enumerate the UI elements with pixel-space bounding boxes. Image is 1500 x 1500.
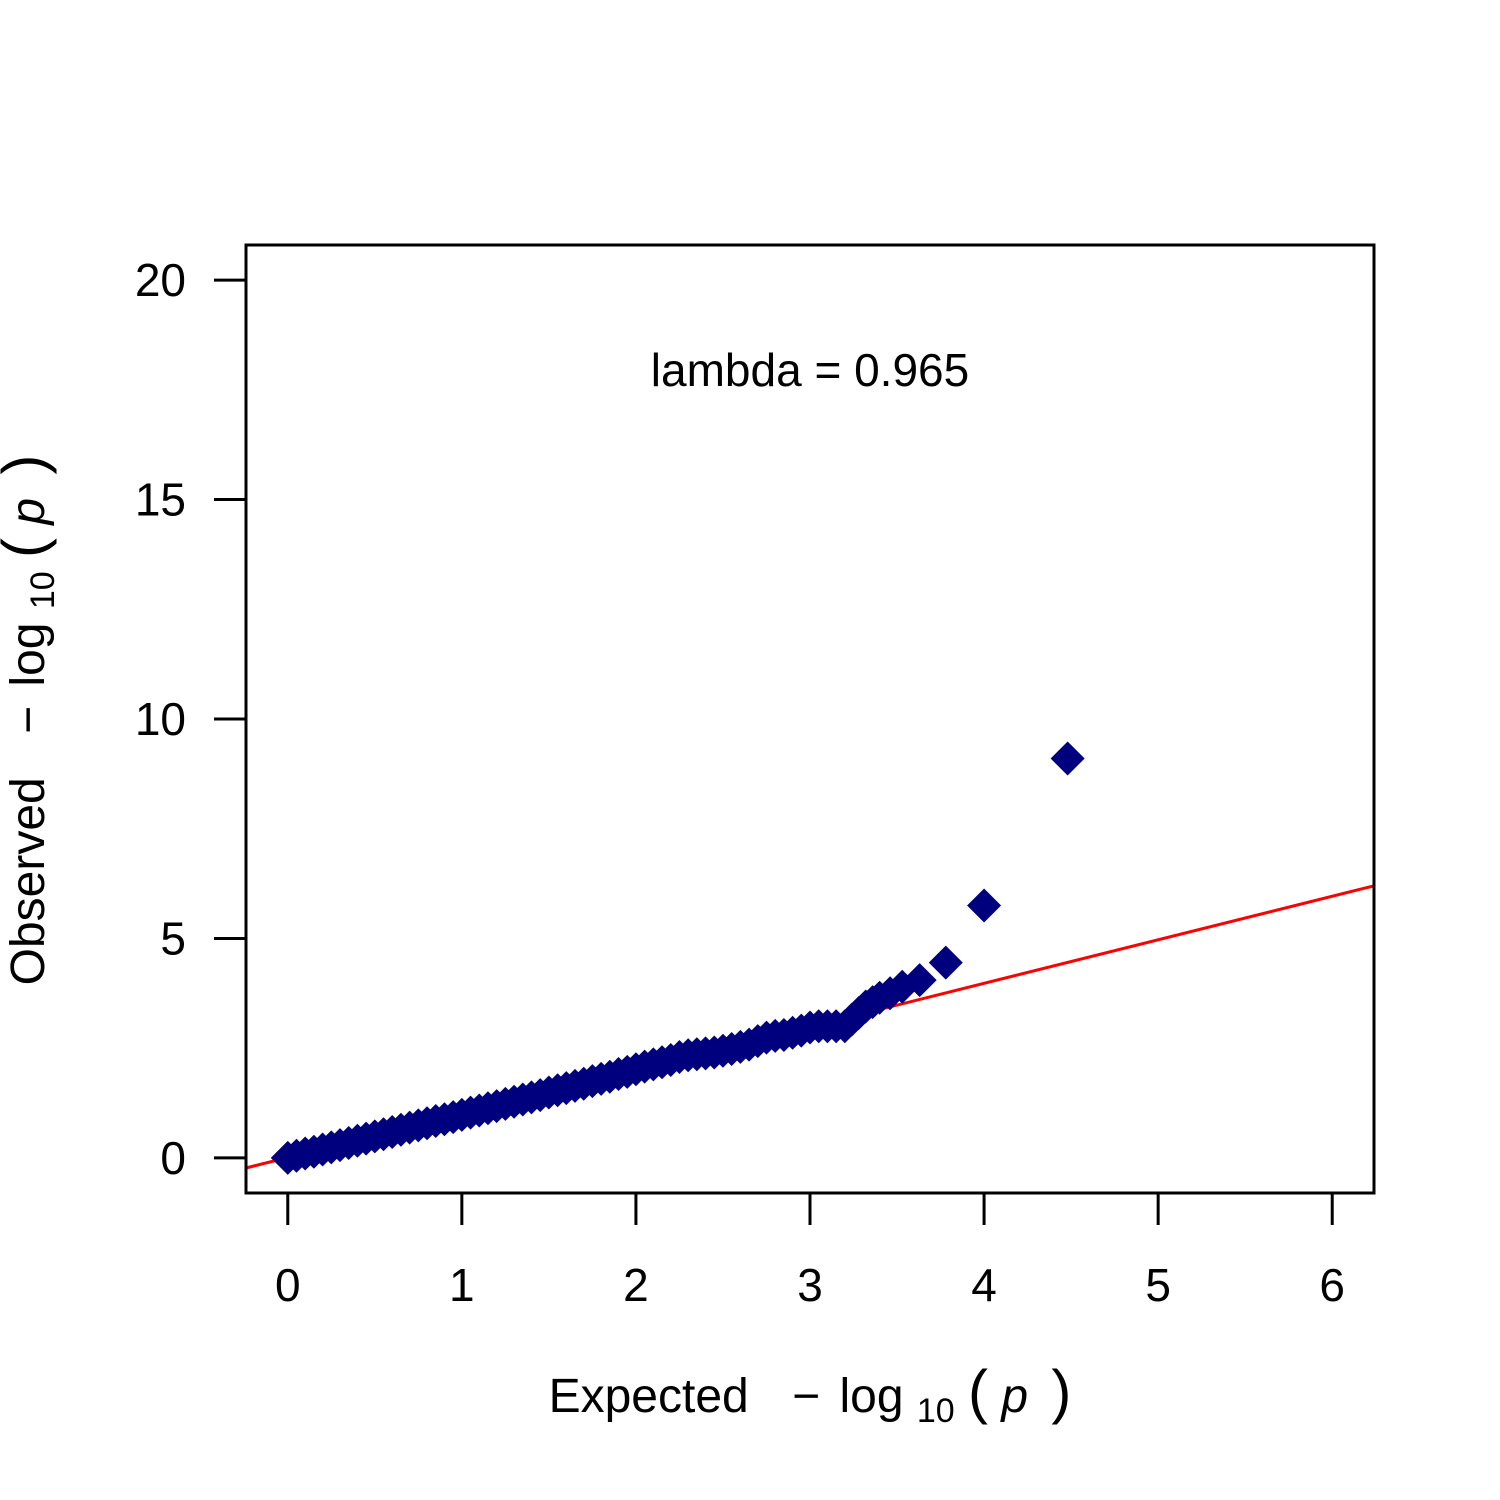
data-point: [967, 888, 1002, 923]
plot-frame: [244, 243, 1376, 1195]
x-axis-label-minus: −: [792, 1370, 820, 1423]
y-tick-label: 0: [160, 1132, 186, 1184]
lambda-annotation: lambda = 0.965: [651, 344, 969, 396]
y-axis-label-minus: −: [2, 706, 55, 734]
y-axis-label-log: log: [2, 622, 55, 686]
y-axis-label-open-paren: (: [0, 538, 57, 558]
x-axis-label: Expected − log 10 ( p ): [549, 1358, 1072, 1433]
y-tick-label: 5: [160, 912, 186, 964]
y-axis-label-var: p: [2, 498, 55, 527]
x-axis-label-prefix: Expected: [549, 1370, 749, 1423]
axes: 0 1 2 3 4 5 6 0 5 10 15 20: [135, 254, 1345, 1311]
y-axis-label-prefix: Observed: [2, 777, 55, 985]
data-point: [902, 963, 937, 998]
x-axis-label-open-paren: (: [968, 1358, 988, 1425]
x-tick-label: 0: [275, 1259, 301, 1311]
y-tick-label: 15: [135, 474, 186, 526]
x-tick-label: 4: [971, 1259, 997, 1311]
x-tick-label: 3: [797, 1259, 823, 1311]
x-tick-label: 6: [1319, 1259, 1345, 1311]
x-tick-label: 2: [623, 1259, 649, 1311]
y-axis-label-base: 10: [24, 571, 62, 609]
x-axis-label-close-paren: ): [1051, 1358, 1071, 1425]
x-tick-label: 1: [449, 1259, 475, 1311]
data-point: [1050, 741, 1085, 776]
y-axis-label: Observed − log 10 ( p ): [0, 455, 65, 986]
y-tick-label: 10: [135, 693, 186, 745]
x-axis-label-var: p: [999, 1370, 1028, 1423]
y-axis-label-close-paren: ): [0, 455, 57, 475]
data-point: [928, 945, 963, 980]
x-axis-label-log: log: [839, 1370, 903, 1423]
x-axis-label-base: 10: [917, 1392, 955, 1430]
x-tick-label: 5: [1145, 1259, 1171, 1311]
data-points: [270, 741, 1085, 1175]
y-tick-label: 20: [135, 254, 186, 306]
